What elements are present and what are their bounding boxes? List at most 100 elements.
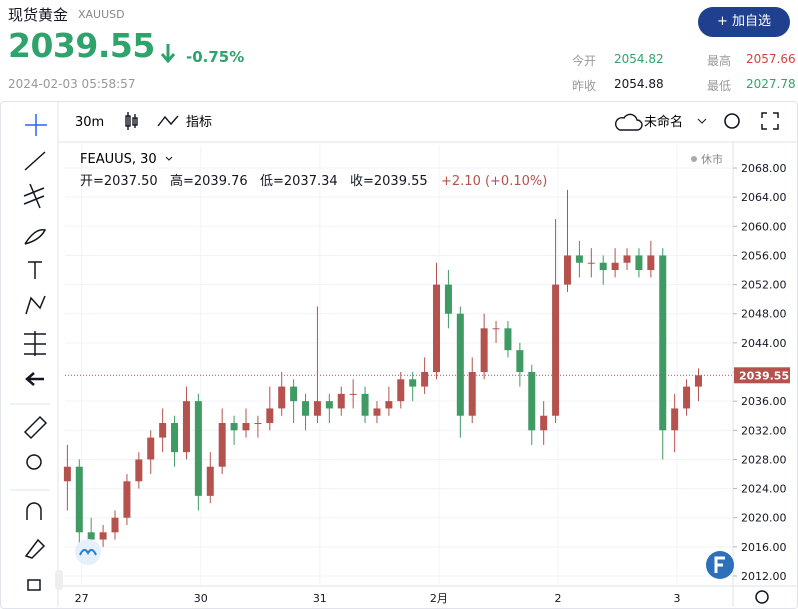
- stat-value: 2054.88: [614, 77, 664, 91]
- x-tick-label: 30: [194, 592, 208, 605]
- candle-body: [623, 255, 631, 263]
- stat-label: 最低: [707, 79, 732, 93]
- f-logo: [714, 556, 725, 573]
- stat-value: 2054.82: [614, 52, 664, 66]
- brush-tool[interactable]: [24, 229, 47, 245]
- fullscreen-icon[interactable]: [761, 112, 779, 130]
- candle-body: [266, 408, 274, 424]
- candle-body: [87, 532, 95, 540]
- candle-body: [63, 466, 71, 482]
- y-tick-label: 2028.00: [741, 453, 787, 466]
- x-tick-label: 3: [674, 592, 681, 605]
- cloud-icon[interactable]: [614, 113, 643, 131]
- y-tick-label: 2068.00: [741, 162, 787, 175]
- last-price-label: 2039.55: [739, 369, 789, 382]
- y-tick-label: 2060.00: [741, 220, 787, 233]
- stat-value: 2057.66: [746, 52, 796, 66]
- candle-body: [611, 262, 619, 271]
- candle-body: [552, 284, 560, 416]
- candle-body: [671, 408, 679, 431]
- add-watchlist-button[interactable]: + 加自选: [698, 7, 790, 37]
- x-tick-label: 2月: [430, 592, 448, 605]
- candle-body: [75, 466, 83, 533]
- y-tick-label: 2044.00: [741, 337, 787, 350]
- pattern-tool[interactable]: [25, 295, 46, 315]
- price: 2039.55: [8, 26, 155, 65]
- candle-body: [575, 255, 583, 263]
- candle-body: [409, 379, 417, 387]
- candle-body: [385, 401, 393, 409]
- candle-body: [516, 350, 524, 373]
- y-tick-label: 2016.00: [741, 541, 787, 554]
- candle-body: [647, 255, 655, 271]
- measure-tool[interactable]: [24, 331, 46, 356]
- indicators[interactable]: 指标: [186, 115, 212, 130]
- candle-body: [278, 386, 286, 409]
- candle-icon[interactable]: [125, 112, 138, 130]
- y-tick-label: 2024.00: [741, 483, 787, 496]
- x-tick-label: 27: [75, 592, 89, 605]
- settings-icon[interactable]: [724, 113, 740, 129]
- candle-body: [468, 372, 476, 416]
- candle-body: [480, 328, 488, 373]
- ohlc-label: 收=2039.55: [350, 174, 428, 189]
- ohlc-label: 低=2037.34: [260, 174, 338, 189]
- text-tool[interactable]: [28, 261, 42, 279]
- candle-body: [504, 328, 512, 351]
- back-tool[interactable]: [25, 372, 44, 386]
- line-tool[interactable]: [24, 151, 46, 171]
- layout-name[interactable]: 未命名: [644, 114, 683, 130]
- status-dot: [691, 156, 697, 162]
- market-status: 休市: [701, 152, 723, 166]
- ohlc-label: 开=2037.50: [80, 174, 158, 189]
- y-tick-label: 2036.00: [741, 395, 787, 408]
- candle-body: [433, 284, 441, 373]
- candle-body: [659, 255, 667, 431]
- symbol-label: FEAUUS, 30: [80, 152, 157, 167]
- ruler-tool[interactable]: [23, 415, 48, 440]
- candle-body: [218, 423, 226, 467]
- candle-body: [242, 423, 250, 431]
- candle-body: [683, 386, 691, 409]
- candle-body: [349, 393, 357, 395]
- crosshair-tool[interactable]: [25, 114, 47, 136]
- y-tick-label: 2032.00: [741, 424, 787, 437]
- last-price-tag: [734, 367, 790, 384]
- candle-body: [694, 375, 702, 387]
- chevron[interactable]: [165, 156, 173, 161]
- symbol: XAUUSD: [78, 8, 125, 21]
- y-tick-label: 2012.00: [741, 570, 787, 583]
- candle-body: [325, 401, 333, 409]
- candle-body: [302, 401, 310, 416]
- x-tick-label: 2: [554, 592, 561, 605]
- watermark-logo: [79, 549, 97, 556]
- y-tick-label: 2064.00: [741, 191, 787, 204]
- fib-tool[interactable]: [23, 183, 45, 209]
- collapse-handle[interactable]: [55, 570, 63, 590]
- candle-body: [290, 386, 298, 402]
- axis-settings[interactable]: [755, 590, 769, 604]
- indicator-icon[interactable]: [157, 115, 179, 127]
- candle-body: [599, 262, 607, 271]
- magnet-tool[interactable]: [26, 502, 42, 520]
- candle-body: [444, 284, 452, 314]
- candle-body: [254, 423, 262, 425]
- timestamp: 2024-02-03 05:58:57: [8, 77, 136, 91]
- candle-body: [337, 393, 345, 409]
- candle-body: [99, 532, 107, 540]
- interval[interactable]: 30m: [75, 115, 104, 130]
- candle-body: [147, 437, 155, 460]
- chevron[interactable]: [697, 118, 707, 124]
- zoom-tool[interactable]: [26, 454, 42, 470]
- candle-body: [456, 313, 464, 416]
- candle-body: [587, 262, 595, 264]
- candle-body: [135, 459, 143, 482]
- lock-tool[interactable]: [27, 579, 41, 591]
- stat-label: 今开: [572, 54, 597, 68]
- y-tick-label: 2020.00: [741, 512, 787, 525]
- candle-body: [123, 481, 131, 518]
- candle-body: [563, 255, 571, 285]
- lock-draw-tool[interactable]: [24, 538, 46, 559]
